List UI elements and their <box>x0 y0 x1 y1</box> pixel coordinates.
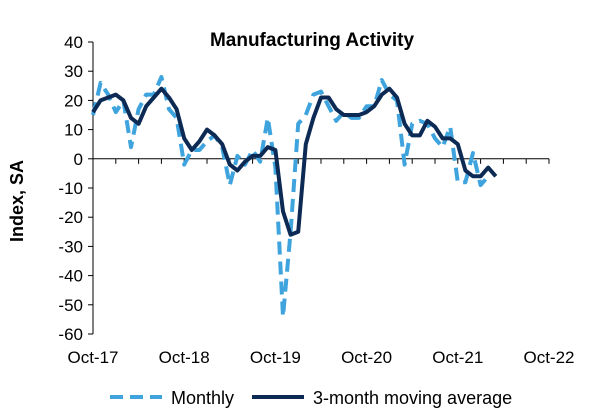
x-tick-label: Oct-17 <box>67 348 118 367</box>
y-tick-label: -30 <box>58 237 83 256</box>
legend-label-monthly: Monthly <box>171 388 234 408</box>
y-tick-label: 40 <box>64 33 83 52</box>
y-tick-label: 30 <box>64 62 83 81</box>
y-tick-label: -20 <box>58 208 83 227</box>
y-tick-label: 10 <box>64 121 83 140</box>
y-tick-label: 0 <box>74 150 83 169</box>
axes: 40 30 20 10 0 -10 -20 -30 -40 -50 -60 Oct-17 Oct-18 O… <box>58 33 574 367</box>
chart-title: Manufacturing Activity <box>210 30 415 51</box>
y-axis-label: Index, SA <box>7 160 27 242</box>
x-tick-label: Oct-22 <box>523 348 574 367</box>
x-tick-label: Oct-20 <box>341 348 392 367</box>
x-tick-label: Oct-18 <box>159 348 210 367</box>
x-tick-label: Oct-21 <box>432 348 483 367</box>
series-moving-average-line <box>91 86 498 237</box>
y-tick-label: -50 <box>58 296 83 315</box>
y-tick-label: -40 <box>58 267 83 286</box>
legend: Monthly 3-month moving average <box>110 388 512 408</box>
series-monthly-line <box>91 75 490 319</box>
y-tick-label: -10 <box>58 179 83 198</box>
plot-series <box>91 75 498 319</box>
y-tick-label: -60 <box>58 325 83 344</box>
legend-label-moving-average: 3-month moving average <box>313 388 512 408</box>
y-tick-label: 20 <box>64 91 83 110</box>
x-tick-label: Oct-19 <box>250 348 301 367</box>
